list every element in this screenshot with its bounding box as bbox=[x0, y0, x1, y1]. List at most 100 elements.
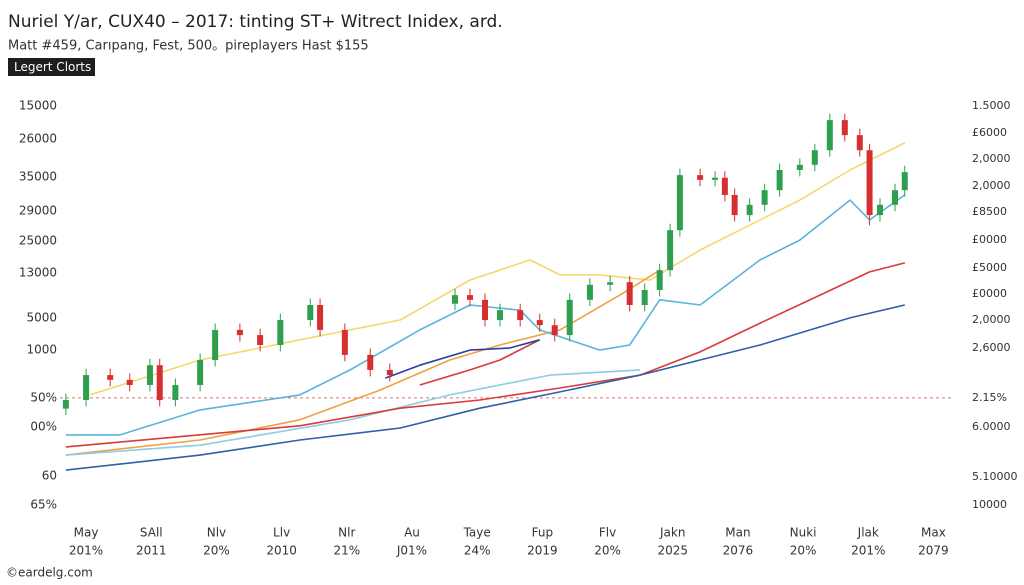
candle-body bbox=[452, 295, 459, 304]
badge-box bbox=[8, 58, 95, 76]
candle-body bbox=[197, 360, 204, 385]
y2-tick-label: 6.0000 bbox=[972, 420, 1011, 433]
candle-body bbox=[876, 204, 883, 216]
candle-body bbox=[721, 177, 728, 195]
y-tick-label: 50% bbox=[30, 390, 57, 404]
candle-body bbox=[761, 190, 768, 205]
candle-body bbox=[891, 190, 898, 205]
candle-body bbox=[277, 320, 284, 345]
candle-body bbox=[496, 310, 503, 321]
y-tick-label: 13000 bbox=[19, 266, 57, 280]
x-tick-label: Nuki bbox=[790, 526, 817, 540]
candle-body bbox=[126, 379, 133, 385]
y-tick-label: 29000 bbox=[19, 203, 57, 217]
x-tick-label: 24% bbox=[464, 544, 491, 558]
badge: Legert Clorts bbox=[14, 60, 91, 74]
candle-body bbox=[536, 320, 543, 326]
y2-tick-label: 2,6000 bbox=[972, 341, 1011, 354]
candle-body bbox=[826, 120, 833, 151]
y-tick-label: 1000 bbox=[26, 343, 57, 357]
x-tick-label: 201% bbox=[851, 544, 885, 558]
y-tick-label: 65% bbox=[30, 497, 57, 511]
x-tick-label: 2019 bbox=[527, 544, 558, 558]
candle-body bbox=[712, 177, 719, 180]
y-tick-label: 26000 bbox=[19, 132, 57, 146]
x-tick-label: Jlak bbox=[857, 526, 879, 540]
y2-tick-label: 2,0000 bbox=[972, 179, 1011, 192]
candle-body bbox=[697, 175, 704, 180]
chart-title: Nuriel Y/ar, CUX40 – 2017: tinting ST+ W… bbox=[8, 12, 503, 32]
candle-body bbox=[236, 329, 243, 336]
x-tick-label: 20% bbox=[790, 544, 817, 558]
line-series bbox=[65, 269, 661, 456]
line-series bbox=[385, 339, 540, 379]
y2-tick-label: 2,0000 bbox=[972, 313, 1011, 326]
candle-body bbox=[746, 204, 753, 216]
y2-tick-label: 5.10000 bbox=[972, 470, 1018, 483]
candle-body bbox=[172, 384, 179, 401]
candle-body bbox=[307, 305, 314, 321]
candle-body bbox=[107, 375, 114, 380]
candle-body bbox=[856, 135, 863, 151]
x-tick-label: 20% bbox=[203, 544, 230, 558]
candle-body bbox=[676, 175, 683, 231]
candle-body bbox=[626, 282, 633, 305]
x-tick-label: 21% bbox=[333, 544, 360, 558]
x-tick-label: SAll bbox=[140, 526, 163, 540]
x-tick-label: 2011 bbox=[136, 544, 167, 558]
y-tick-label: 15000 bbox=[19, 98, 57, 112]
candle-body bbox=[481, 299, 488, 321]
y2-tick-label: £6000 bbox=[972, 126, 1007, 139]
y-tick-label: 25000 bbox=[19, 233, 57, 247]
candle-body bbox=[386, 369, 393, 376]
y2-tick-label: 2.15% bbox=[972, 391, 1007, 404]
y2-tick-label: 1.5000 bbox=[972, 99, 1011, 112]
x-tick-label: Man bbox=[725, 526, 750, 540]
x-tick-label: Au bbox=[404, 526, 420, 540]
candle-body bbox=[62, 400, 69, 409]
y-tick-label: 00% bbox=[30, 420, 57, 434]
x-tick-label: 2079 bbox=[918, 544, 949, 558]
line-series bbox=[65, 304, 905, 471]
chart-subtitle: Matt #459, Carıpang, Fest, 500。pireplaye… bbox=[8, 39, 369, 54]
candle-body bbox=[466, 295, 473, 300]
candle-body bbox=[811, 150, 818, 165]
x-tick-label: 201% bbox=[69, 544, 103, 558]
y2-tick-label: £8500 bbox=[972, 205, 1007, 218]
x-tick-label: Jakn bbox=[659, 526, 685, 540]
candle-body bbox=[796, 164, 803, 170]
x-tick-label: Max bbox=[921, 526, 946, 540]
candle-body bbox=[156, 365, 163, 401]
candle-body bbox=[367, 354, 374, 370]
candle-body bbox=[212, 329, 219, 361]
x-tick-label: 20% bbox=[594, 544, 621, 558]
candle-body bbox=[607, 282, 614, 285]
x-tick-label: 2025 bbox=[657, 544, 688, 558]
footer: ©eardelg.com bbox=[6, 566, 93, 580]
candle-body bbox=[551, 325, 558, 336]
candle-body bbox=[566, 299, 573, 336]
candle-body bbox=[641, 289, 648, 305]
y2-tick-label: £0000 bbox=[972, 287, 1007, 300]
candle-body bbox=[146, 365, 153, 385]
y-tick-label: 60 bbox=[42, 469, 57, 483]
candle-body bbox=[656, 270, 663, 290]
candle-body bbox=[586, 284, 593, 300]
candle-body bbox=[866, 150, 873, 216]
x-tick-label: Fup bbox=[532, 526, 553, 540]
candle-body bbox=[517, 310, 524, 321]
candle-body bbox=[841, 120, 848, 136]
y2-tick-label: £5000 bbox=[972, 261, 1007, 274]
y2-tick-label: £0000 bbox=[972, 233, 1007, 246]
candle-body bbox=[257, 335, 264, 345]
y2-tick-label: 10000 bbox=[972, 498, 1007, 511]
x-tick-label: 2076 bbox=[723, 544, 754, 558]
x-tick-label: May bbox=[74, 526, 99, 540]
x-tick-label: J01% bbox=[396, 544, 427, 558]
candle-body bbox=[341, 329, 348, 355]
y-tick-label: 5000 bbox=[26, 310, 57, 324]
line-series bbox=[65, 369, 641, 456]
candle-body bbox=[667, 230, 674, 271]
